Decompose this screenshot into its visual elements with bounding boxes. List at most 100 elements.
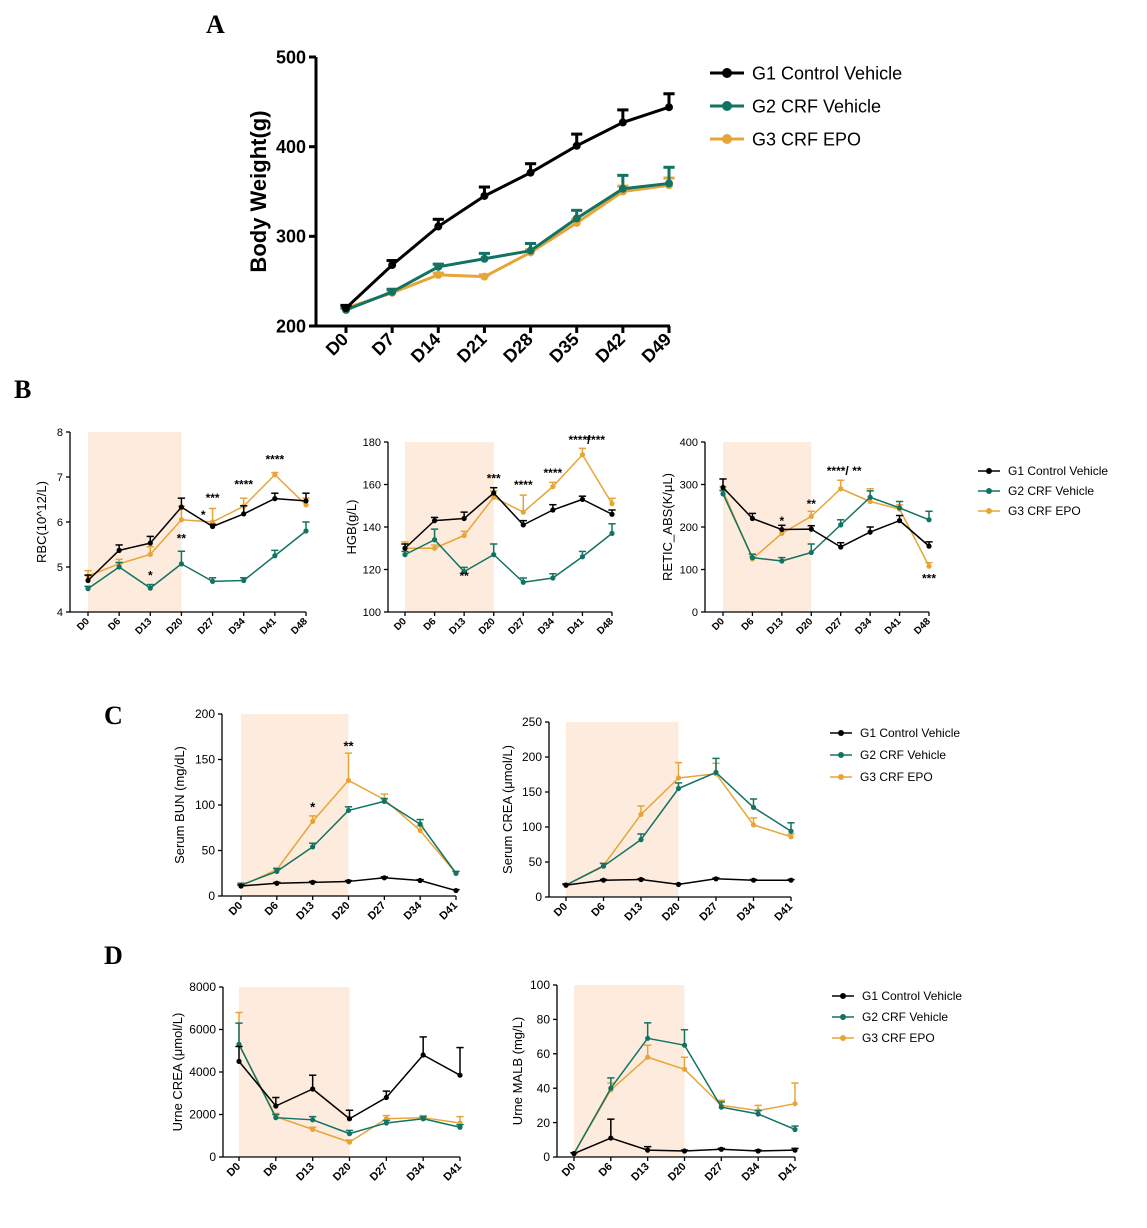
series-2 <box>562 757 795 888</box>
data-point <box>178 561 185 567</box>
series-line <box>87 474 307 577</box>
y-axis-label: Serum BUN (mg/dL) <box>172 746 187 864</box>
data-point <box>675 775 682 781</box>
x-tick-label: D34 <box>227 616 248 637</box>
x-tick-label: D0 <box>392 616 409 633</box>
data-point <box>480 191 489 200</box>
data-point <box>241 577 247 584</box>
data-point <box>310 1086 316 1092</box>
data-point <box>563 882 569 888</box>
data-point <box>520 579 526 585</box>
panel-label-d: D <box>104 941 123 970</box>
x-tick-label: D27 <box>366 900 389 923</box>
data-point <box>402 545 408 551</box>
data-point <box>572 214 581 223</box>
data-point <box>808 526 814 532</box>
data-point <box>272 496 278 502</box>
data-point <box>345 878 352 885</box>
data-point <box>310 844 316 850</box>
legend-a: G1 Control Vehicle G2 CRF Vehicle G3 CRF E… <box>710 63 902 149</box>
data-point <box>147 540 153 546</box>
data-point <box>303 528 309 534</box>
x-tick-label: D6 <box>597 1161 615 1179</box>
data-point <box>453 870 459 876</box>
series-line <box>404 492 613 549</box>
data-point <box>645 1147 651 1153</box>
data-point <box>272 553 278 559</box>
x-tick-label: D48 <box>289 616 310 637</box>
data-point <box>572 141 581 150</box>
data-point <box>381 798 387 804</box>
significance-label: **** <box>544 466 563 480</box>
x-tick-label: D41 <box>441 1161 464 1184</box>
significance-label: ** <box>177 531 187 545</box>
data-point <box>755 1148 761 1154</box>
x-tick-label: D6 <box>106 616 123 633</box>
data-point <box>600 863 607 869</box>
x-tick-label: D27 <box>697 901 720 924</box>
data-point <box>579 496 586 502</box>
y-tick-label: 6 <box>57 517 63 529</box>
treatment-window-shade <box>241 714 349 896</box>
significance-label: *** <box>487 471 501 485</box>
legend-label: G3 CRF EPO <box>752 129 861 149</box>
legend-marker <box>986 488 992 494</box>
data-point <box>434 262 443 271</box>
y-tick-label: 20 <box>537 1116 551 1130</box>
x-tick-label: D13 <box>765 616 786 637</box>
x-tick-label: D49 <box>638 329 675 366</box>
data-point <box>665 179 673 188</box>
series-line <box>87 497 307 582</box>
data-point <box>388 261 397 270</box>
data-point <box>434 270 443 279</box>
data-point <box>434 222 443 231</box>
legend-item: G3 CRF EPO <box>830 770 933 784</box>
series-line <box>87 530 307 590</box>
data-point <box>383 1094 389 1101</box>
legend-marker <box>722 134 732 144</box>
y-tick-label: 0 <box>208 889 215 903</box>
data-point <box>310 879 316 885</box>
data-point <box>792 1147 798 1153</box>
data-point <box>718 1104 724 1110</box>
x-tick-label: D34 <box>402 899 425 922</box>
series-1 <box>235 1036 464 1122</box>
data-point <box>579 452 586 458</box>
legend-label: G3 CRF EPO <box>862 1031 935 1045</box>
y-tick-label: 200 <box>522 750 542 764</box>
y-tick-label: 200 <box>680 522 698 534</box>
data-point <box>926 517 932 523</box>
x-tick-label: D6 <box>589 901 607 919</box>
data-point <box>867 529 873 535</box>
data-point <box>274 880 280 886</box>
x-tick-label: D0 <box>322 329 352 359</box>
chart-rbc: 4 5 6 7 8 D0 D6 D13 D20 D27 D34 D41 D48 RBC(10^12/L) *… <box>34 427 310 637</box>
data-point <box>788 877 794 883</box>
y-tick-label: 4000 <box>189 1065 216 1079</box>
chart-retic: 0 100 200 300 400 D0 D6 D13 D20 D27 D34 D41 D48 RETIC… <box>660 437 936 637</box>
x-tick-label: D35 <box>545 329 582 366</box>
data-point <box>491 552 497 558</box>
data-point <box>749 555 756 561</box>
x-tick-label: D41 <box>566 616 587 637</box>
legend-label: G1 Control Vehicle <box>1008 464 1108 478</box>
data-point <box>310 818 316 824</box>
data-point <box>645 1035 651 1041</box>
series-2 <box>235 1022 464 1137</box>
series-2 <box>237 797 460 888</box>
x-tick-label: D34 <box>735 900 758 923</box>
data-point <box>238 883 244 889</box>
y-tick-label: 150 <box>522 785 542 799</box>
series-line <box>722 486 930 548</box>
data-point <box>388 287 397 296</box>
x-tick-label: D41 <box>883 616 904 637</box>
data-point <box>342 304 350 313</box>
significance-label: **** <box>266 453 285 467</box>
data-point <box>838 522 844 528</box>
data-point <box>480 254 489 263</box>
data-point <box>526 168 535 177</box>
data-point <box>713 876 719 882</box>
data-point <box>303 498 309 504</box>
data-point <box>420 1116 426 1122</box>
